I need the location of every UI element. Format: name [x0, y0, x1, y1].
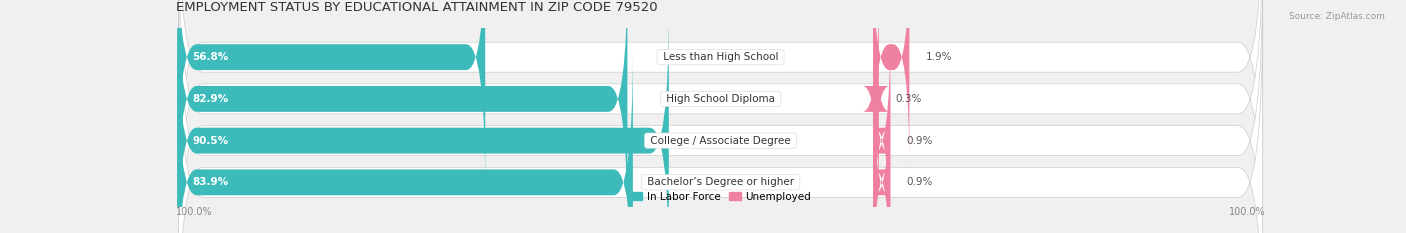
Text: 83.9%: 83.9%: [193, 177, 228, 187]
Text: 82.9%: 82.9%: [193, 94, 228, 104]
Legend: In Labor Force, Unemployed: In Labor Force, Unemployed: [626, 187, 815, 206]
Text: 0.9%: 0.9%: [907, 177, 934, 187]
FancyBboxPatch shape: [179, 10, 1263, 233]
FancyBboxPatch shape: [177, 0, 485, 190]
Text: High School Diploma: High School Diploma: [664, 94, 778, 104]
Text: 1.9%: 1.9%: [925, 52, 952, 62]
Text: 0.9%: 0.9%: [907, 136, 934, 146]
FancyBboxPatch shape: [862, 0, 890, 211]
Text: EMPLOYMENT STATUS BY EDUCATIONAL ATTAINMENT IN ZIP CODE 79520: EMPLOYMENT STATUS BY EDUCATIONAL ATTAINM…: [176, 1, 658, 14]
Text: Less than High School: Less than High School: [659, 52, 782, 62]
Text: 56.8%: 56.8%: [193, 52, 228, 62]
FancyBboxPatch shape: [179, 0, 1263, 233]
Text: College / Associate Degree: College / Associate Degree: [647, 136, 794, 146]
FancyBboxPatch shape: [873, 70, 890, 233]
FancyBboxPatch shape: [177, 0, 627, 232]
Text: 0.3%: 0.3%: [896, 94, 921, 104]
FancyBboxPatch shape: [873, 0, 910, 169]
FancyBboxPatch shape: [177, 7, 669, 233]
Text: 100.0%: 100.0%: [176, 207, 212, 217]
Text: Bachelor’s Degree or higher: Bachelor’s Degree or higher: [644, 177, 797, 187]
FancyBboxPatch shape: [179, 0, 1263, 233]
Text: 100.0%: 100.0%: [1229, 207, 1265, 217]
Text: Source: ZipAtlas.com: Source: ZipAtlas.com: [1289, 12, 1385, 21]
FancyBboxPatch shape: [179, 0, 1263, 230]
Text: 90.5%: 90.5%: [193, 136, 228, 146]
FancyBboxPatch shape: [177, 49, 633, 233]
FancyBboxPatch shape: [873, 28, 890, 233]
